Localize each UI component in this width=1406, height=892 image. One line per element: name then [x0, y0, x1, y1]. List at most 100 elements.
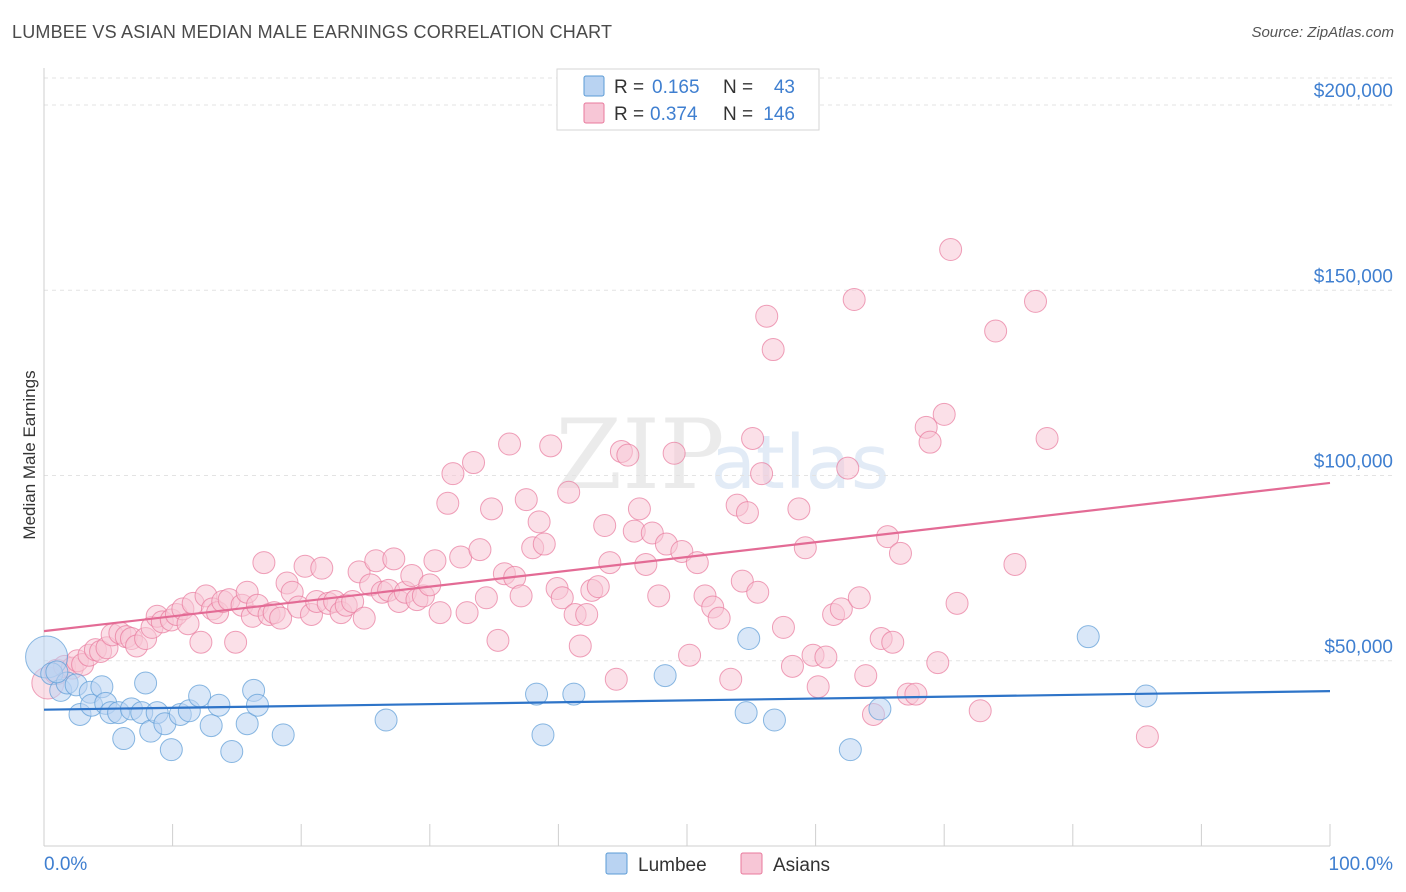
data-point-asians [400, 564, 424, 588]
data-point-asians [888, 541, 912, 565]
gridlines [44, 77, 1393, 662]
data-point-asians [984, 319, 1008, 343]
legend-swatch-lumbee [583, 75, 605, 97]
data-point-asians [741, 426, 765, 450]
legend-n-label-lumbee: N = [723, 77, 753, 98]
data-point-asians [441, 462, 465, 486]
data-point-lumbee [220, 740, 244, 764]
data-point-lumbee [1076, 625, 1100, 649]
data-point-asians [750, 462, 774, 486]
data-point-asians [793, 536, 817, 560]
data-point-asians [836, 456, 860, 480]
data-point-lumbee [838, 738, 862, 762]
data-point-asians [423, 549, 447, 573]
x-tick-label-max: 100.0% [1329, 854, 1394, 875]
y-tick-label: $100,000 [1314, 452, 1393, 473]
data-point-asians [780, 654, 804, 678]
y-axis-title: Median Male Earnings [20, 370, 39, 539]
y-tick-label: $200,000 [1314, 81, 1393, 102]
data-point-lumbee [112, 727, 136, 751]
data-point-asians [310, 556, 334, 580]
data-point-asians [509, 584, 533, 608]
data-point-asians [842, 288, 866, 312]
data-point-asians [436, 491, 460, 515]
legend-n-label-asians: N = [723, 104, 753, 125]
data-point-asians [904, 682, 928, 706]
data-point-asians [771, 615, 795, 639]
data-point-asians [550, 586, 574, 610]
data-point-asians [593, 514, 617, 538]
data-point-asians [881, 630, 905, 654]
legend-bottom-label-asians: Asians [773, 855, 830, 876]
trend-lines [43, 481, 1331, 711]
trend-line-asians [43, 481, 1331, 633]
data-point-lumbee [868, 697, 892, 721]
data-point-asians [1135, 725, 1159, 749]
data-point-asians [678, 643, 702, 667]
data-point-lumbee [45, 660, 69, 684]
data-point-lumbee [762, 708, 786, 732]
trend-line-lumbee [43, 690, 1331, 711]
legend-bottom: Lumbee Asians [605, 852, 830, 876]
data-point-lumbee [653, 664, 677, 688]
data-point-asians [829, 597, 853, 621]
data-point-asians [462, 451, 486, 475]
data-point-asians [352, 606, 376, 630]
data-point-asians [514, 488, 538, 512]
data-point-asians [1003, 552, 1027, 576]
data-point-asians [755, 304, 779, 328]
data-point-asians [1035, 426, 1059, 450]
data-point-asians [735, 501, 759, 525]
data-point-lumbee [562, 682, 586, 706]
data-point-asians [627, 497, 651, 521]
data-point-asians [252, 551, 276, 575]
data-point-asians [468, 538, 492, 562]
legend-n-value-asians: 146 [763, 104, 795, 125]
data-point-asians [575, 602, 599, 626]
data-point-asians [616, 443, 640, 467]
data-point-asians [719, 667, 743, 691]
data-point-asians [854, 664, 878, 688]
series-lumbee [25, 625, 1158, 764]
y-tick-label: $150,000 [1314, 266, 1393, 287]
data-point-asians [662, 441, 686, 465]
data-point-lumbee [245, 693, 269, 717]
data-point-lumbee [188, 684, 212, 708]
data-point-lumbee [199, 714, 223, 738]
data-point-asians [568, 634, 592, 658]
data-point-asians [598, 551, 622, 575]
data-point-asians [634, 552, 658, 576]
legend-swatch-asians [583, 102, 605, 124]
data-point-asians [939, 238, 963, 262]
data-point-asians [814, 645, 838, 669]
data-point-asians [707, 606, 731, 630]
data-point-lumbee [1134, 684, 1158, 708]
data-point-asians [189, 630, 213, 654]
data-point-asians [847, 586, 871, 610]
data-point-asians [761, 338, 785, 362]
legend-bottom-label-lumbee: Lumbee [638, 855, 707, 876]
data-point-asians [918, 430, 942, 454]
data-point-asians [498, 432, 522, 456]
data-point-asians [586, 575, 610, 599]
chart-title: LUMBEE VS ASIAN MEDIAN MALE EARNINGS COR… [12, 22, 613, 42]
data-point-asians [428, 601, 452, 625]
x-tick-label-min: 0.0% [44, 854, 87, 875]
data-point-asians [269, 606, 293, 630]
data-point-lumbee [134, 671, 158, 695]
data-point-asians [746, 580, 770, 604]
watermark-zip: ZIP [555, 399, 724, 511]
legend-r-label-asians: R = [614, 104, 644, 125]
data-point-lumbee [207, 693, 231, 717]
data-point-asians [449, 545, 473, 569]
watermark-atlas: atlas [711, 420, 890, 506]
legend-n-value-lumbee: 43 [774, 77, 795, 98]
data-point-asians [480, 497, 504, 521]
data-point-asians [382, 547, 406, 571]
data-point-asians [539, 434, 563, 458]
data-point-asians [1024, 289, 1048, 313]
data-point-asians [945, 591, 969, 615]
data-point-lumbee [235, 712, 259, 736]
data-point-asians [926, 651, 950, 675]
